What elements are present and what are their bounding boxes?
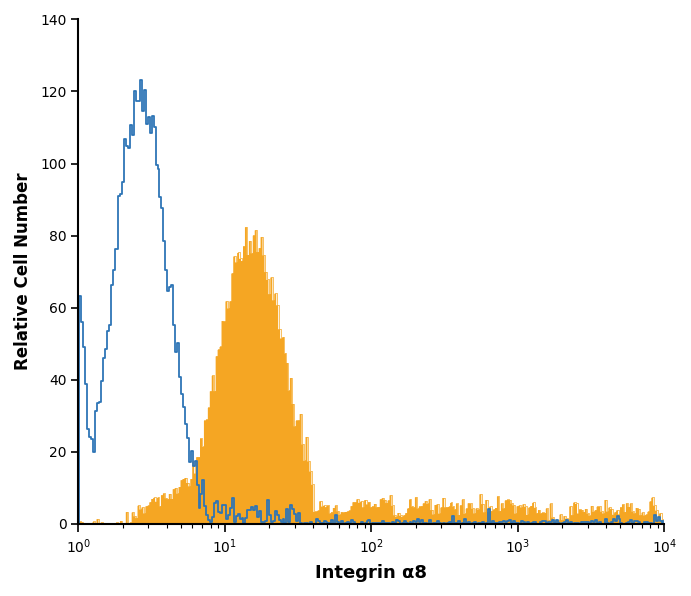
X-axis label: Integrin α8: Integrin α8	[315, 564, 428, 582]
Y-axis label: Relative Cell Number: Relative Cell Number	[14, 173, 32, 371]
